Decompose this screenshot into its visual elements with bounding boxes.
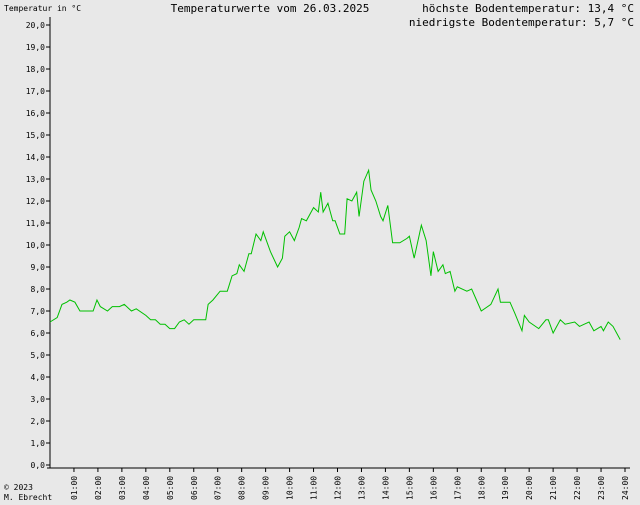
x-tick-label: 03:00 xyxy=(118,476,127,500)
y-tick-label: 0,0 xyxy=(31,461,46,470)
x-tick-label: 20:00 xyxy=(525,476,534,500)
x-tick-label: 01:00 xyxy=(70,476,79,500)
x-tick-label: 13:00 xyxy=(357,476,366,500)
y-tick-label: 11,0 xyxy=(26,219,45,228)
y-tick-label: 17,0 xyxy=(26,87,45,96)
y-tick-label: 2,0 xyxy=(31,417,46,426)
x-tick-label: 24:00 xyxy=(621,476,630,500)
x-tick-label: 19:00 xyxy=(501,476,510,500)
annotation: niedrigste Bodentemperatur: 5,7 °C xyxy=(409,16,634,29)
x-tick-label: 02:00 xyxy=(94,476,103,500)
x-tick-label: 12:00 xyxy=(334,476,343,500)
y-tick-label: 18,0 xyxy=(26,65,45,74)
x-tick-label: 10:00 xyxy=(286,476,295,500)
x-tick-label: 05:00 xyxy=(166,476,175,500)
y-tick-label: 13,0 xyxy=(26,175,45,184)
temperature-line xyxy=(49,168,621,340)
footer: © 2023 xyxy=(4,483,33,492)
y-tick-label: 4,0 xyxy=(31,373,46,382)
y-tick-label: 19,0 xyxy=(26,43,45,52)
x-tick-label: 08:00 xyxy=(238,476,247,500)
x-tick-label: 14:00 xyxy=(381,476,390,500)
chart-title: Temperaturwerte vom 26.03.2025 xyxy=(171,2,370,15)
x-tick-label: 15:00 xyxy=(405,476,414,500)
x-tick-label: 07:00 xyxy=(214,476,223,500)
y-tick-label: 6,0 xyxy=(31,329,46,338)
x-tick-label: 11:00 xyxy=(310,476,319,500)
y-tick-label: 15,0 xyxy=(26,131,45,140)
x-tick-label: 06:00 xyxy=(190,476,199,500)
x-tick-label: 09:00 xyxy=(262,476,271,500)
x-tick-label: 23:00 xyxy=(597,476,606,500)
x-tick-label: 04:00 xyxy=(142,476,151,500)
footer: M. Ebrecht xyxy=(4,493,52,502)
y-axis-label: Temperatur in °C xyxy=(4,4,81,13)
y-tick-label: 7,0 xyxy=(31,307,46,316)
y-tick-label: 16,0 xyxy=(26,109,45,118)
annotation: höchste Bodentemperatur: 13,4 °C xyxy=(422,2,634,15)
y-tick-label: 5,0 xyxy=(31,351,46,360)
y-tick-label: 12,0 xyxy=(26,197,45,206)
x-tick-label: 17:00 xyxy=(453,476,462,500)
y-tick-label: 1,0 xyxy=(31,439,46,448)
y-tick-label: 20,0 xyxy=(26,21,45,30)
y-tick-label: 8,0 xyxy=(31,285,46,294)
y-tick-label: 3,0 xyxy=(31,395,46,404)
y-tick-label: 14,0 xyxy=(26,153,45,162)
y-tick-label: 10,0 xyxy=(26,241,45,250)
x-tick-label: 21:00 xyxy=(549,476,558,500)
x-tick-label: 18:00 xyxy=(477,476,486,500)
y-tick-label: 9,0 xyxy=(31,263,46,272)
x-tick-label: 16:00 xyxy=(429,476,438,500)
x-tick-label: 22:00 xyxy=(573,476,582,500)
